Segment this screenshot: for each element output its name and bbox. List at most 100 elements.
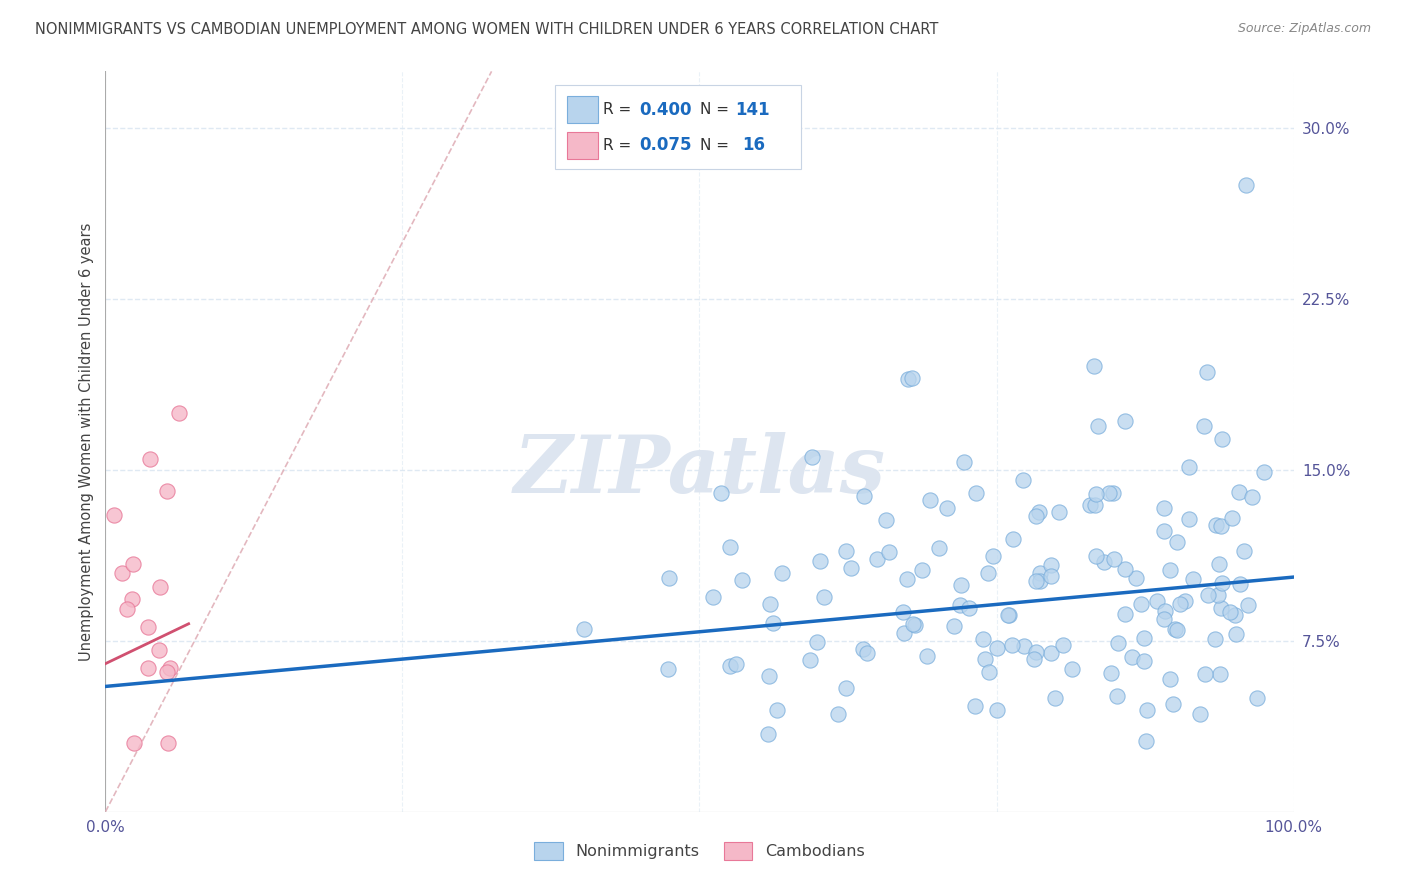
Point bbox=[1083, 359, 1105, 373]
Point bbox=[1098, 485, 1121, 500]
Point bbox=[1220, 511, 1243, 525]
Point bbox=[756, 726, 779, 740]
Text: R =: R = bbox=[603, 103, 631, 117]
Text: Source: ZipAtlas.com: Source: ZipAtlas.com bbox=[1237, 22, 1371, 36]
Point bbox=[1105, 689, 1128, 703]
Text: R =: R = bbox=[603, 138, 631, 153]
Point bbox=[1136, 703, 1159, 717]
Point bbox=[1159, 673, 1181, 687]
Point bbox=[1168, 597, 1191, 611]
Point bbox=[770, 566, 793, 580]
Point bbox=[1084, 499, 1107, 513]
Point bbox=[1209, 601, 1232, 615]
Point bbox=[852, 642, 875, 657]
Point bbox=[1135, 734, 1157, 748]
Text: 16: 16 bbox=[742, 136, 765, 154]
Point bbox=[718, 540, 741, 554]
Point bbox=[1039, 558, 1062, 572]
Point bbox=[758, 669, 780, 683]
Point bbox=[915, 649, 938, 664]
Point bbox=[138, 661, 160, 675]
Point bbox=[1121, 649, 1143, 664]
Point bbox=[136, 620, 159, 634]
Point bbox=[718, 658, 741, 673]
Point bbox=[702, 590, 724, 604]
Point bbox=[1153, 524, 1175, 538]
Point bbox=[799, 653, 821, 667]
Point bbox=[1240, 490, 1263, 504]
Point bbox=[903, 618, 925, 632]
Point bbox=[973, 652, 995, 666]
Point bbox=[834, 681, 856, 695]
Point bbox=[1219, 605, 1241, 619]
Point bbox=[724, 657, 747, 672]
Point bbox=[1153, 612, 1175, 626]
Point bbox=[896, 573, 918, 587]
Point bbox=[1001, 532, 1024, 546]
Point bbox=[965, 486, 987, 500]
Point bbox=[148, 642, 170, 657]
Point bbox=[117, 602, 139, 616]
Point bbox=[893, 626, 915, 640]
Point bbox=[1025, 508, 1047, 523]
Point bbox=[1161, 697, 1184, 711]
Point bbox=[1129, 597, 1152, 611]
Point bbox=[1197, 589, 1219, 603]
Point bbox=[1043, 690, 1066, 705]
Point bbox=[657, 662, 679, 676]
Point bbox=[1028, 505, 1050, 519]
Point bbox=[943, 619, 966, 633]
Point bbox=[866, 552, 889, 566]
Point bbox=[1194, 666, 1216, 681]
Point bbox=[1028, 566, 1050, 580]
Point bbox=[1085, 549, 1108, 564]
Point bbox=[111, 566, 134, 580]
Point bbox=[758, 597, 780, 611]
Point bbox=[901, 617, 924, 632]
Point bbox=[1099, 665, 1122, 680]
Point bbox=[1237, 599, 1260, 613]
Point bbox=[1234, 178, 1257, 193]
Point bbox=[875, 513, 897, 527]
Point bbox=[156, 483, 179, 498]
Point bbox=[1246, 691, 1268, 706]
Text: 0.400: 0.400 bbox=[640, 101, 692, 119]
Point bbox=[1211, 576, 1233, 591]
Point bbox=[1047, 505, 1070, 519]
Point bbox=[1025, 645, 1047, 659]
Point bbox=[159, 661, 181, 675]
Point bbox=[1114, 414, 1136, 428]
Point bbox=[879, 545, 901, 559]
Point bbox=[1225, 626, 1247, 640]
Point bbox=[1087, 419, 1109, 434]
Point bbox=[1174, 594, 1197, 608]
Point bbox=[827, 706, 849, 721]
Point bbox=[1012, 639, 1035, 653]
Point bbox=[1102, 551, 1125, 566]
Point bbox=[1253, 465, 1275, 479]
Text: 0.075: 0.075 bbox=[640, 136, 692, 154]
Point bbox=[1039, 568, 1062, 582]
Legend: Nonimmigrants, Cambodians: Nonimmigrants, Cambodians bbox=[527, 836, 872, 867]
Point bbox=[103, 508, 125, 522]
Point bbox=[1223, 607, 1246, 622]
Point bbox=[1000, 638, 1022, 652]
Point bbox=[977, 566, 1000, 581]
Point bbox=[1233, 544, 1256, 558]
Point bbox=[1166, 535, 1188, 549]
Point bbox=[139, 451, 162, 466]
Point bbox=[572, 623, 595, 637]
Point bbox=[972, 632, 994, 646]
Point bbox=[950, 578, 973, 592]
Point bbox=[813, 590, 835, 604]
Point bbox=[1166, 623, 1188, 637]
Point bbox=[1107, 636, 1129, 650]
Point bbox=[1209, 667, 1232, 681]
Point bbox=[1229, 576, 1251, 591]
Point bbox=[155, 665, 177, 679]
Point bbox=[658, 571, 681, 585]
Point bbox=[952, 455, 974, 469]
Point bbox=[121, 557, 143, 571]
Point bbox=[1177, 459, 1199, 474]
Point bbox=[157, 736, 180, 750]
